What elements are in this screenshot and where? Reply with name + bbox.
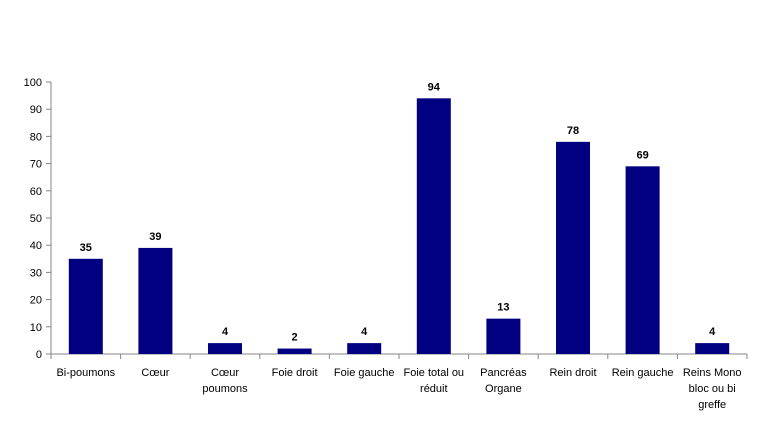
category-label: Foie gauche	[334, 367, 395, 379]
data-label: 78	[567, 125, 579, 137]
category-label: réduit	[420, 383, 448, 395]
bar	[695, 343, 730, 354]
data-label: 94	[428, 81, 441, 93]
data-label: 39	[149, 231, 161, 243]
category-label: poumons	[202, 383, 248, 395]
bar	[208, 343, 242, 354]
data-label: 4	[709, 326, 716, 338]
bar	[625, 166, 660, 354]
bar	[556, 141, 590, 354]
data-label: 2	[292, 332, 298, 344]
category-label: Cœur	[141, 367, 169, 379]
y-axis: 0 10 20 30 40 50 60 70 80 90 100	[24, 77, 52, 361]
bar	[277, 348, 312, 354]
category-label: Rein droit	[549, 367, 596, 379]
y-tick-label: 90	[30, 104, 42, 116]
y-tick-label: 10	[30, 322, 42, 334]
data-label: 35	[80, 242, 92, 254]
y-tick-label: 70	[30, 159, 42, 171]
bar	[486, 318, 521, 354]
y-tick-label: 40	[30, 240, 42, 252]
y-tick-label: 0	[36, 349, 42, 361]
y-tick-label: 60	[30, 186, 42, 198]
category-label: Pancréas	[480, 367, 527, 379]
category-label: Foie droit	[272, 367, 318, 379]
bar	[416, 98, 451, 354]
y-tick-label: 100	[24, 77, 42, 89]
bars	[68, 98, 730, 354]
category-label: Foie total ou	[404, 367, 465, 379]
y-tick-label: 20	[30, 295, 42, 307]
bar	[68, 258, 103, 354]
category-label: greffe	[698, 399, 726, 411]
y-tick-label: 50	[30, 213, 42, 225]
category-label: bloc ou bi	[689, 383, 736, 395]
bar	[138, 247, 173, 354]
category-label: Organe	[485, 383, 522, 395]
category-label: Bi-poumons	[56, 367, 115, 379]
data-labels: 35 39 4 2 4 94 13 78 69 4	[80, 81, 716, 343]
data-label: 69	[636, 149, 648, 161]
data-label: 4	[222, 326, 229, 338]
data-label: 4	[361, 326, 368, 338]
category-label: Cœur	[211, 367, 239, 379]
x-axis: Bi-poumons Cœur Cœur poumons Foie droit Foie …	[50, 353, 748, 411]
bar	[347, 343, 382, 354]
category-label: Reins Mono	[683, 367, 742, 379]
y-tick-label: 30	[30, 267, 42, 279]
y-tick-label: 80	[30, 131, 42, 143]
data-label: 13	[497, 302, 509, 314]
category-label: Rein gauche	[612, 367, 674, 379]
